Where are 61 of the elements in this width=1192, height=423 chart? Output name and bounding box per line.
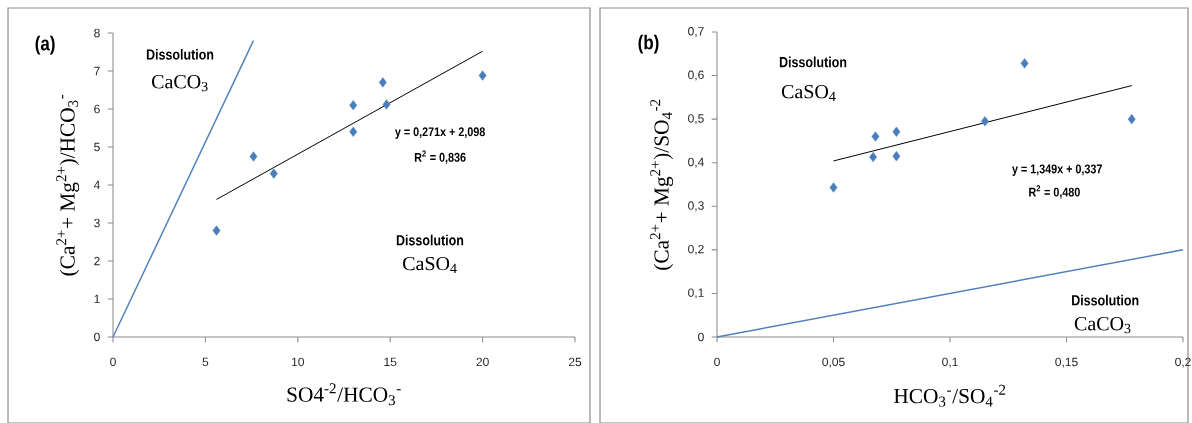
point	[892, 126, 901, 137]
chart-title: (a)	[35, 35, 55, 55]
y-axis-title: (Ca$^{2+}$+ Mg$^{2+}$)/HCO$_{3}$-	[56, 94, 80, 276]
x-tick-label: 0	[110, 357, 116, 367]
y-tick-label: 8	[94, 28, 100, 38]
x-tick-label: 20	[476, 357, 489, 367]
point	[349, 126, 358, 137]
point	[892, 151, 901, 162]
y-tick-label: 0,2	[688, 244, 704, 255]
x-tick-label: 0,2	[1175, 357, 1191, 368]
y-tick-label: 1	[94, 294, 100, 304]
point	[382, 99, 391, 110]
point	[249, 151, 258, 162]
y-tick-label: 4	[93, 180, 100, 190]
y-tick-label: 3	[94, 218, 100, 228]
x-axis-title: HCO$_{3}$$^{-}$/SO$_{4}$-2	[893, 384, 1006, 407]
annotation: y = 1,349x + 0,337	[1012, 164, 1102, 176]
y-tick-label: 7	[94, 66, 100, 76]
point	[1020, 58, 1029, 69]
y-tick-label: 5	[94, 142, 100, 152]
x-tick-label: 0	[714, 357, 720, 367]
annotation: y = 0,271x + 2,098	[394, 127, 485, 139]
point	[378, 77, 387, 88]
x-tick-label: 0,15	[1055, 357, 1078, 368]
annotation: Dissolution	[1072, 294, 1139, 306]
x-tick-label: 15	[384, 357, 397, 367]
y-tick-label: 0	[698, 332, 704, 342]
x-tick-label: 5	[202, 357, 209, 367]
y-tick-label: 0,4	[688, 157, 704, 168]
y-axis-title: (Ca$^{2+}$+ Mg$^{2+}$)/SO$_{4}$-2	[650, 99, 674, 270]
point	[478, 70, 487, 81]
point	[1127, 114, 1136, 125]
x-tick-label: 10	[292, 357, 305, 367]
x-axis-title: SO4$^{-2}$/HCO$_{3}$-	[287, 383, 401, 406]
x-tick-label: 0,05	[822, 357, 845, 368]
point	[981, 116, 989, 127]
y-tick-label: 0,5	[688, 114, 704, 125]
y-tick-label: 0,7	[688, 27, 704, 37]
x-tick-label: 0,1	[942, 357, 958, 368]
y-tick-label: 6	[94, 104, 100, 114]
annotation: CaSO$_{4}$	[403, 256, 457, 273]
point	[269, 168, 278, 179]
point	[829, 182, 838, 193]
point	[349, 100, 358, 111]
y-tick-label: 2	[94, 256, 100, 266]
annotation: R$^{2}$ = 0,836	[414, 150, 466, 164]
y-tick-label: 0	[94, 332, 100, 342]
point	[871, 131, 880, 142]
chart-title: (b)	[638, 34, 659, 54]
annotation: R$^{2}$ = 0,480	[1029, 185, 1080, 199]
annotation: CaCO$_{3}$	[151, 75, 208, 92]
y-tick-label: 0,3	[688, 201, 704, 212]
point	[212, 225, 221, 236]
annotation: Dissolution	[779, 56, 847, 68]
annotation: CaSO$_{4}$	[781, 84, 836, 102]
y-tick-label: 0,6	[688, 70, 704, 81]
y-tick-label: 0,1	[688, 288, 704, 299]
annotation: CaCO$_{3}$	[1074, 316, 1131, 334]
x-tick-label: 25	[568, 357, 582, 367]
annotation: Dissolution	[396, 234, 464, 246]
annotation: Dissolution	[146, 48, 214, 60]
